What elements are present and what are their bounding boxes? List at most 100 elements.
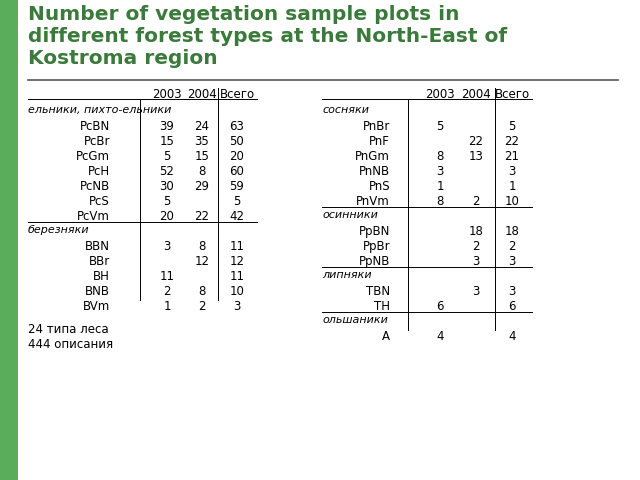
Text: 20: 20 — [159, 210, 175, 223]
Text: 11: 11 — [230, 240, 244, 253]
Text: 3: 3 — [472, 255, 480, 268]
Text: 22: 22 — [468, 135, 483, 148]
Text: 18: 18 — [504, 225, 520, 238]
Text: 59: 59 — [230, 180, 244, 193]
Text: BBN: BBN — [85, 240, 110, 253]
Text: березняки: березняки — [28, 225, 90, 235]
Text: PnVm: PnVm — [356, 195, 390, 208]
Text: BH: BH — [93, 270, 110, 283]
Text: 444 описания: 444 описания — [28, 338, 113, 351]
Text: PcS: PcS — [89, 195, 110, 208]
Text: 2: 2 — [472, 195, 480, 208]
Text: 8: 8 — [198, 240, 205, 253]
Text: 2004: 2004 — [461, 88, 491, 101]
Text: 3: 3 — [234, 300, 241, 313]
Text: PcGm: PcGm — [76, 150, 110, 163]
Text: 8: 8 — [198, 285, 205, 298]
Text: 8: 8 — [198, 165, 205, 178]
Text: 2: 2 — [163, 285, 171, 298]
Text: BBr: BBr — [89, 255, 110, 268]
Text: 63: 63 — [230, 120, 244, 133]
Text: PpBr: PpBr — [362, 240, 390, 253]
Text: PcVm: PcVm — [77, 210, 110, 223]
Text: 12: 12 — [195, 255, 209, 268]
Text: PnS: PnS — [369, 180, 390, 193]
Text: 35: 35 — [195, 135, 209, 148]
Text: 4: 4 — [508, 330, 516, 343]
Text: different forest types at the North-East of: different forest types at the North-East… — [28, 27, 507, 46]
Text: A: A — [382, 330, 390, 343]
Text: Всего: Всего — [495, 88, 529, 101]
Text: 1: 1 — [163, 300, 171, 313]
Text: осинники: осинники — [322, 210, 378, 220]
Text: 3: 3 — [163, 240, 171, 253]
Text: 24 типа леса: 24 типа леса — [28, 323, 109, 336]
Text: TBN: TBN — [366, 285, 390, 298]
Text: 8: 8 — [436, 150, 444, 163]
Text: 3: 3 — [508, 285, 516, 298]
Text: 21: 21 — [504, 150, 520, 163]
Text: PcBr: PcBr — [83, 135, 110, 148]
Bar — [0, 0, 18, 480]
Text: 30: 30 — [159, 180, 174, 193]
Text: PpBN: PpBN — [358, 225, 390, 238]
Text: липняки: липняки — [322, 270, 372, 280]
Text: 6: 6 — [508, 300, 516, 313]
Text: 20: 20 — [230, 150, 244, 163]
Text: 22: 22 — [504, 135, 520, 148]
Text: 10: 10 — [230, 285, 244, 298]
Text: 24: 24 — [195, 120, 209, 133]
Text: 12: 12 — [230, 255, 244, 268]
Text: BNB: BNB — [85, 285, 110, 298]
Text: 50: 50 — [230, 135, 244, 148]
Text: PcNB: PcNB — [80, 180, 110, 193]
Text: сосняки: сосняки — [322, 105, 369, 115]
Text: 1: 1 — [436, 180, 444, 193]
Text: 11: 11 — [159, 270, 175, 283]
Text: BVm: BVm — [83, 300, 110, 313]
Text: PnF: PnF — [369, 135, 390, 148]
Text: 1: 1 — [508, 180, 516, 193]
Text: 2003: 2003 — [425, 88, 455, 101]
Text: 8: 8 — [436, 195, 444, 208]
Text: 5: 5 — [234, 195, 241, 208]
Text: 5: 5 — [163, 195, 171, 208]
Text: 2: 2 — [472, 240, 480, 253]
Text: 18: 18 — [468, 225, 483, 238]
Text: 2003: 2003 — [152, 88, 182, 101]
Text: 60: 60 — [230, 165, 244, 178]
Text: 3: 3 — [508, 165, 516, 178]
Text: 15: 15 — [195, 150, 209, 163]
Text: 6: 6 — [436, 300, 444, 313]
Text: ольшаники: ольшаники — [322, 315, 388, 325]
Text: 13: 13 — [468, 150, 483, 163]
Text: 52: 52 — [159, 165, 175, 178]
Text: 3: 3 — [436, 165, 444, 178]
Text: 5: 5 — [163, 150, 171, 163]
Text: 29: 29 — [195, 180, 209, 193]
Text: 5: 5 — [436, 120, 444, 133]
Text: 39: 39 — [159, 120, 175, 133]
Text: 42: 42 — [230, 210, 244, 223]
Text: 5: 5 — [508, 120, 516, 133]
Text: 2: 2 — [198, 300, 205, 313]
Text: PcH: PcH — [88, 165, 110, 178]
Text: 3: 3 — [472, 285, 480, 298]
Text: Всего: Всего — [220, 88, 255, 101]
Text: PnBr: PnBr — [363, 120, 390, 133]
Text: TH: TH — [374, 300, 390, 313]
Text: 22: 22 — [195, 210, 209, 223]
Text: 2004: 2004 — [187, 88, 217, 101]
Text: 4: 4 — [436, 330, 444, 343]
Text: PpNB: PpNB — [358, 255, 390, 268]
Text: Number of vegetation sample plots in: Number of vegetation sample plots in — [28, 5, 460, 24]
Text: 2: 2 — [508, 240, 516, 253]
Text: 15: 15 — [159, 135, 175, 148]
Text: ельники, пихто-ельники: ельники, пихто-ельники — [28, 105, 172, 115]
Text: PnGm: PnGm — [355, 150, 390, 163]
Text: 3: 3 — [508, 255, 516, 268]
Text: 10: 10 — [504, 195, 520, 208]
Text: 11: 11 — [230, 270, 244, 283]
Text: PnNB: PnNB — [359, 165, 390, 178]
Text: Kostroma region: Kostroma region — [28, 49, 218, 68]
